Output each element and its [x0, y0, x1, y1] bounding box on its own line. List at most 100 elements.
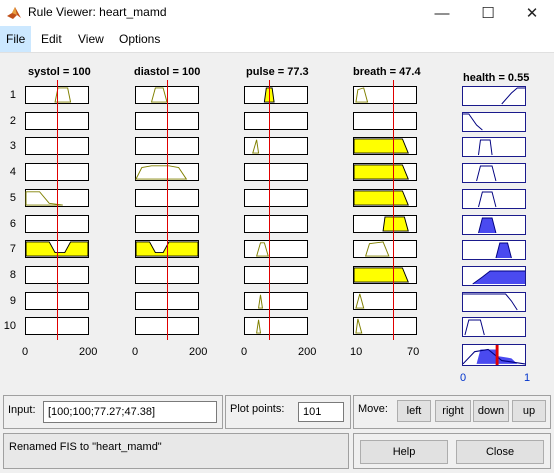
membership-shape	[355, 293, 365, 309]
output-rule-cell[interactable]	[462, 137, 526, 158]
rule-number: 6	[9, 217, 16, 230]
output-title: health = 0.55	[463, 72, 530, 84]
output-rule-cell[interactable]	[462, 214, 526, 235]
membership-shape	[255, 242, 269, 257]
membership-shape	[364, 241, 390, 257]
output-shape	[472, 270, 525, 285]
axis-max-label: 70	[407, 346, 420, 358]
output-shape	[478, 191, 497, 207]
output-shape	[463, 113, 483, 131]
membership-shape	[353, 190, 409, 206]
rule-number: 8	[9, 268, 16, 281]
rule-cell[interactable]	[244, 137, 308, 156]
output-shape	[495, 242, 512, 259]
rule-cell[interactable]	[244, 317, 308, 336]
rule-cell[interactable]	[244, 163, 308, 182]
help-button[interactable]: Help	[360, 440, 448, 464]
input-marker-line[interactable]	[57, 80, 58, 340]
output-rule-cell[interactable]	[462, 317, 526, 338]
rule-cell[interactable]	[353, 265, 417, 284]
output-rule-cell[interactable]	[462, 188, 526, 209]
move-label: Move:	[358, 403, 388, 415]
rule-cell[interactable]	[244, 86, 308, 104]
output-shape	[501, 87, 525, 105]
output-aggregate-cell[interactable]	[462, 344, 526, 366]
input-label: Input:	[8, 404, 36, 416]
axis-min-label: 10	[350, 346, 363, 358]
input-title-1: diastol = 100	[134, 66, 201, 78]
membership-shape	[353, 138, 409, 154]
output-shape	[478, 139, 493, 156]
output-rule-cell[interactable]	[462, 291, 526, 312]
rule-cell[interactable]	[353, 214, 417, 233]
move-down-button[interactable]: down	[473, 400, 509, 422]
rule-cell[interactable]	[244, 111, 308, 130]
membership-shape	[355, 319, 363, 334]
axis-min-label: 0	[132, 346, 139, 358]
input-marker-line[interactable]	[167, 80, 168, 340]
membership-shape	[135, 165, 188, 180]
close-button[interactable]: Close	[456, 440, 544, 464]
rule-cell[interactable]	[353, 291, 417, 310]
maximize-button[interactable]: ☐	[481, 5, 495, 22]
rule-cell[interactable]	[353, 240, 417, 259]
rule-cell[interactable]	[353, 188, 417, 207]
rule-cell[interactable]	[353, 163, 417, 182]
plot-points-field[interactable]	[298, 402, 344, 422]
rule-number: 7	[9, 243, 16, 256]
membership-shape	[353, 267, 409, 283]
output-axis-max: 1	[524, 372, 531, 384]
input-title-2: pulse = 77.3	[246, 66, 309, 78]
membership-shape	[355, 87, 369, 103]
membership-shape	[353, 164, 409, 180]
output-rule-cell[interactable]	[462, 86, 526, 106]
input-marker-line[interactable]	[393, 80, 394, 340]
menu-view[interactable]: View	[78, 32, 104, 46]
rule-cell[interactable]	[353, 111, 417, 130]
rule-cell[interactable]	[353, 86, 417, 104]
title-bar: Rule Viewer: heart_mamd — ☐ ✕	[0, 0, 554, 26]
input-panel: Input:	[3, 395, 223, 429]
membership-shape	[258, 294, 263, 309]
rule-cell[interactable]	[244, 188, 308, 207]
close-window-button[interactable]: ✕	[525, 5, 539, 22]
membership-shape	[256, 320, 262, 334]
axis-min-label: 0	[241, 346, 248, 358]
rule-plot-area[interactable]: systol = 100 diastol = 100 pulse = 77.3 bre…	[0, 53, 554, 392]
move-panel: Move: left right down up	[353, 395, 551, 429]
rule-cell[interactable]	[353, 317, 417, 336]
output-rule-cell[interactable]	[462, 111, 526, 132]
axis-max-label: 200	[298, 346, 317, 358]
rule-cell[interactable]	[244, 265, 308, 284]
membership-shape	[25, 241, 89, 257]
output-rule-cell[interactable]	[462, 163, 526, 184]
input-marker-line[interactable]	[269, 80, 270, 340]
rule-cell[interactable]	[353, 137, 417, 156]
move-left-button[interactable]: left	[397, 400, 431, 422]
menu-options[interactable]: Options	[119, 32, 161, 46]
membership-shape	[150, 87, 168, 103]
matlab-icon	[7, 7, 21, 19]
rule-cell[interactable]	[244, 291, 308, 310]
move-right-button[interactable]: right	[435, 400, 471, 422]
rule-number: 2	[9, 114, 16, 127]
menu-edit[interactable]: Edit	[41, 32, 62, 46]
output-shape	[478, 217, 497, 233]
rule-cell[interactable]	[244, 240, 308, 259]
status-message: Renamed FIS to "heart_mamd"	[3, 433, 349, 469]
action-panel: Help Close	[353, 433, 551, 469]
minimize-button[interactable]: —	[434, 4, 450, 22]
output-rule-cell[interactable]	[462, 265, 526, 286]
membership-shape	[25, 191, 63, 206]
output-rule-cell[interactable]	[462, 240, 526, 261]
rule-cell[interactable]	[244, 214, 308, 233]
menu-file[interactable]: File	[0, 26, 32, 52]
output-shape	[463, 293, 518, 310]
membership-shape	[382, 215, 409, 232]
input-vector-field[interactable]	[43, 401, 217, 423]
rule-number: 3	[9, 140, 16, 153]
input-title-0: systol = 100	[28, 66, 91, 78]
output-shape	[462, 345, 526, 365]
move-up-button[interactable]: up	[512, 400, 546, 422]
plot-points-panel: Plot points:	[225, 395, 351, 429]
